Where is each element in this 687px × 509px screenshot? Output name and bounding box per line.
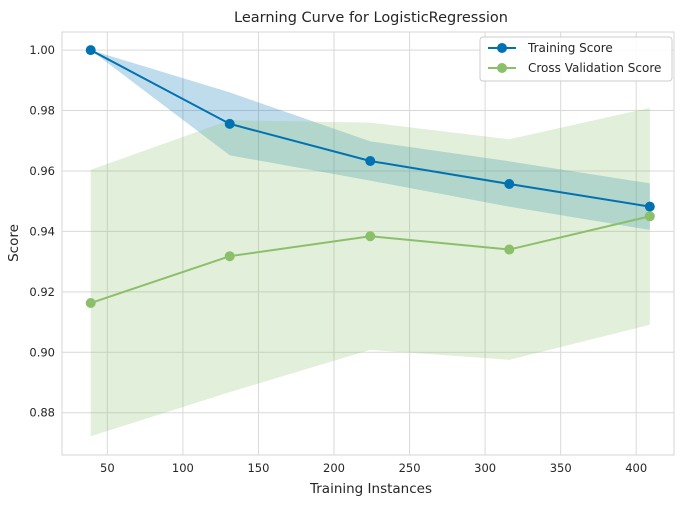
chart-title: Learning Curve for LogisticRegression [234, 10, 508, 26]
training-score-point [644, 201, 655, 212]
training-score-point [224, 118, 235, 129]
legend-box [479, 36, 673, 82]
plot-background [61, 31, 675, 456]
x-tick-label: 400 [625, 461, 647, 475]
training-score-point [504, 178, 515, 189]
training-score-point [85, 45, 96, 56]
cv-score-point [224, 251, 235, 262]
training-score-point [365, 156, 376, 167]
x-tick-label: 50 [100, 461, 115, 475]
x-tick-label: 300 [474, 461, 496, 475]
y-tick-label: 0.92 [29, 285, 55, 299]
legend-marker-cv [497, 63, 507, 73]
y-tick-label: 0.98 [29, 104, 55, 118]
y-tick-label: 0.96 [29, 164, 55, 178]
cv-score-point [504, 244, 515, 255]
grid-lines [62, 32, 674, 455]
legend-label-cv: Cross Validation Score [528, 61, 661, 75]
cv-score-point [85, 298, 96, 309]
legend-marker-training [497, 43, 507, 53]
tick-labels: 50 100 150 200 250 300 350 400 0.88 0.90 0.92 0.94 0… [29, 43, 647, 475]
x-tick-label: 100 [172, 461, 194, 475]
x-tick-label: 350 [550, 461, 572, 475]
y-tick-label: 0.88 [29, 406, 55, 420]
cv-score-band [90, 107, 650, 437]
cv-score-point [644, 211, 655, 222]
legend-label-training: Training Score [527, 41, 613, 55]
y-tick-label: 0.90 [29, 345, 55, 359]
cv-score-point [365, 231, 376, 242]
x-axis-title: Training Instances [309, 481, 432, 497]
x-tick-label: 250 [399, 461, 421, 475]
y-tick-label: 0.94 [29, 224, 55, 238]
series-lines [85, 45, 655, 309]
y-tick-label: 1.00 [29, 43, 55, 57]
legend: Training Score Cross Validation Score [479, 36, 673, 82]
x-tick-label: 150 [247, 461, 269, 475]
x-tick-label: 200 [323, 461, 345, 475]
y-axis-title: Score [6, 224, 22, 262]
